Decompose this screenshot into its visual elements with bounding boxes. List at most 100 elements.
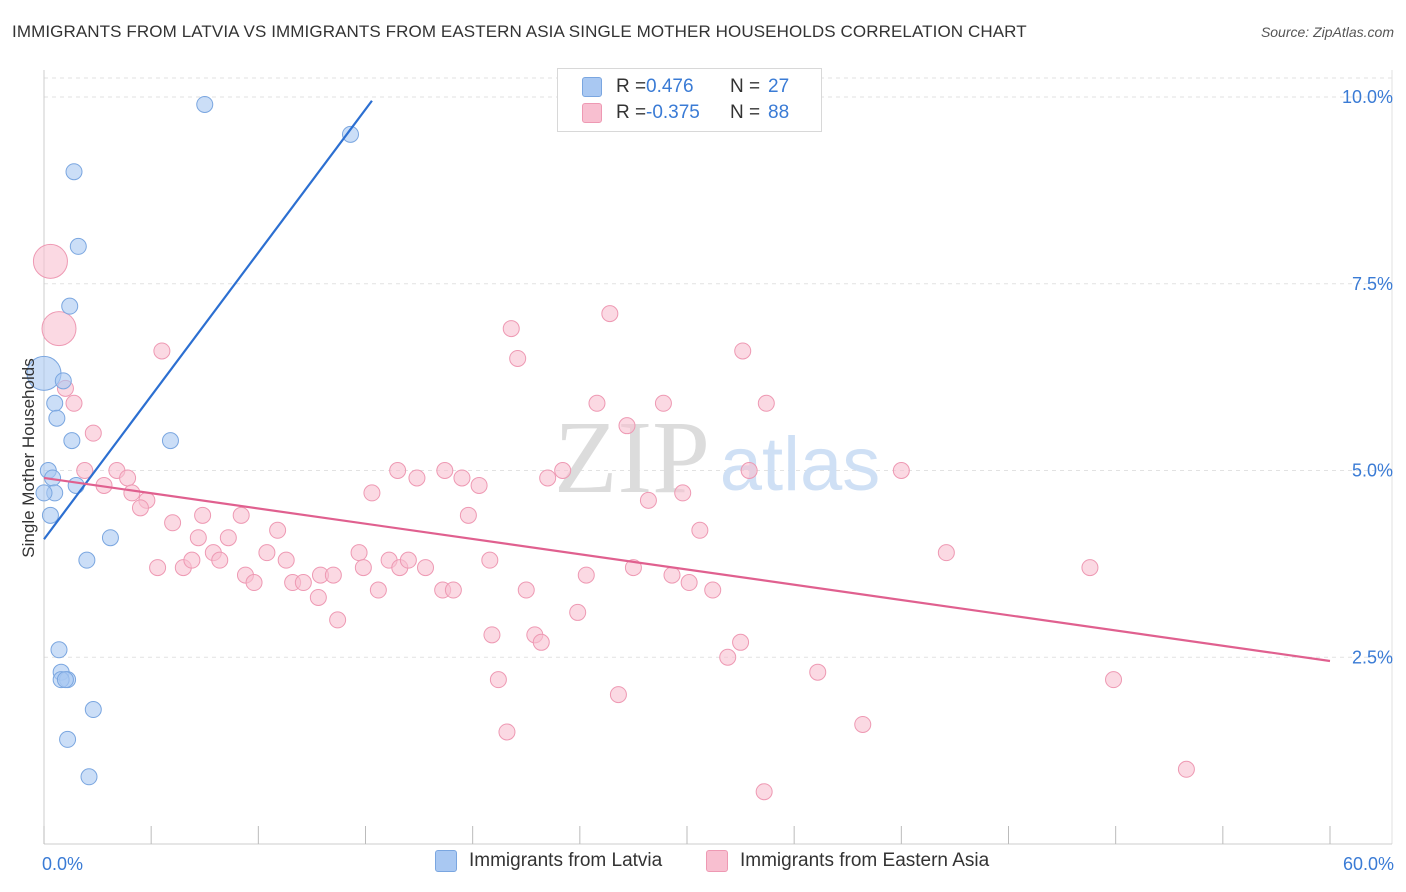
asia-point — [540, 470, 556, 486]
asia-point — [454, 470, 470, 486]
asia-point — [720, 649, 736, 665]
y-tick-label: 7.5% — [1352, 274, 1393, 294]
asia-point — [610, 687, 626, 703]
asia-point — [482, 552, 498, 568]
latvia-point — [47, 395, 63, 411]
legend-n-label: N = — [730, 102, 768, 124]
series-swatch-asia — [706, 850, 728, 872]
series-label-latvia: Immigrants from Latvia — [469, 850, 662, 872]
asia-point — [85, 425, 101, 441]
legend-r-value-latvia: 0.476 — [646, 76, 730, 98]
asia-point — [259, 545, 275, 561]
asia-point — [578, 567, 594, 583]
latvia-point — [42, 507, 58, 523]
asia-point — [132, 500, 148, 516]
asia-point — [325, 567, 341, 583]
latvia-point — [197, 96, 213, 112]
asia-point — [692, 522, 708, 538]
latvia-point — [68, 477, 84, 493]
latvia-point — [85, 702, 101, 718]
legend-r-label: R = — [616, 76, 646, 98]
asia-point — [460, 507, 476, 523]
asia-point — [409, 470, 425, 486]
asia-point — [1106, 672, 1122, 688]
latvia-point — [62, 298, 78, 314]
asia-point — [33, 244, 67, 278]
asia-point — [1178, 761, 1194, 777]
asia-point — [741, 463, 757, 479]
latvia-trend-line — [44, 101, 372, 539]
asia-point — [364, 485, 380, 501]
asia-point — [390, 463, 406, 479]
legend-n-value-asia: 88 — [768, 102, 789, 124]
asia-point — [756, 784, 772, 800]
asia-point — [471, 477, 487, 493]
series-swatch-latvia — [435, 850, 457, 872]
latvia-point — [81, 769, 97, 785]
asia-point — [589, 395, 605, 411]
asia-point — [758, 395, 774, 411]
legend-n-value-latvia: 27 — [768, 76, 789, 98]
asia-point — [42, 312, 76, 346]
latvia-point — [79, 552, 95, 568]
latvia-point — [66, 164, 82, 180]
asia-point — [233, 507, 249, 523]
latvia-point — [49, 410, 65, 426]
asia-point — [664, 567, 680, 583]
asia-point — [675, 485, 691, 501]
latvia-point — [36, 485, 52, 501]
asia-point — [570, 604, 586, 620]
series-legend-asia: Immigrants from Eastern Asia — [706, 850, 989, 872]
asia-point — [855, 716, 871, 732]
asia-point — [518, 582, 534, 598]
latvia-point — [57, 672, 73, 688]
legend-swatch-latvia — [582, 77, 602, 97]
asia-point — [355, 560, 371, 576]
asia-point — [445, 582, 461, 598]
latvia-points — [27, 96, 358, 784]
asia-point — [437, 463, 453, 479]
asia-point — [330, 612, 346, 628]
asia-points — [33, 244, 1194, 799]
asia-point — [150, 560, 166, 576]
series-legend: Immigrants from Latvia Immigrants from E… — [0, 850, 1406, 878]
asia-point — [533, 634, 549, 650]
y-tick-label: 5.0% — [1352, 461, 1393, 481]
asia-point — [735, 343, 751, 359]
latvia-point — [70, 238, 86, 254]
series-legend-latvia: Immigrants from Latvia — [435, 850, 662, 872]
asia-point — [619, 418, 635, 434]
latvia-point — [162, 433, 178, 449]
legend-row-asia: R = -0.375 N = 88 — [582, 100, 789, 126]
asia-point — [555, 463, 571, 479]
legend-r-value-asia: -0.375 — [646, 102, 730, 124]
asia-point — [499, 724, 515, 740]
asia-point — [154, 343, 170, 359]
legend-n-label: N = — [730, 76, 768, 98]
asia-point — [681, 575, 697, 591]
gridlines — [44, 70, 1392, 844]
latvia-point — [51, 642, 67, 658]
legend-swatch-asia — [582, 103, 602, 123]
asia-point — [705, 582, 721, 598]
latvia-point — [102, 530, 118, 546]
latvia-point — [60, 731, 76, 747]
asia-point — [190, 530, 206, 546]
asia-point — [602, 306, 618, 322]
asia-point — [510, 350, 526, 366]
latvia-point — [64, 433, 80, 449]
y-tick-label: 10.0% — [1342, 87, 1393, 107]
asia-point — [212, 552, 228, 568]
watermark: ZIP atlas — [554, 400, 880, 515]
asia-point — [418, 560, 434, 576]
legend-r-label: R = — [616, 102, 646, 124]
asia-point — [120, 470, 136, 486]
axes — [44, 70, 1392, 844]
asia-point — [490, 672, 506, 688]
scatter-chart: ZIP atlas 2.5%5.0%7.5%10.0%0.0% 60.0%Sing… — [0, 0, 1406, 892]
asia-point — [503, 321, 519, 337]
correlation-legend: R = 0.476 N = 27 R = -0.375 N = 88 — [557, 68, 822, 132]
asia-point — [351, 545, 367, 561]
asia-point — [733, 634, 749, 650]
y-axis-label: Single Mother Households — [19, 358, 38, 557]
